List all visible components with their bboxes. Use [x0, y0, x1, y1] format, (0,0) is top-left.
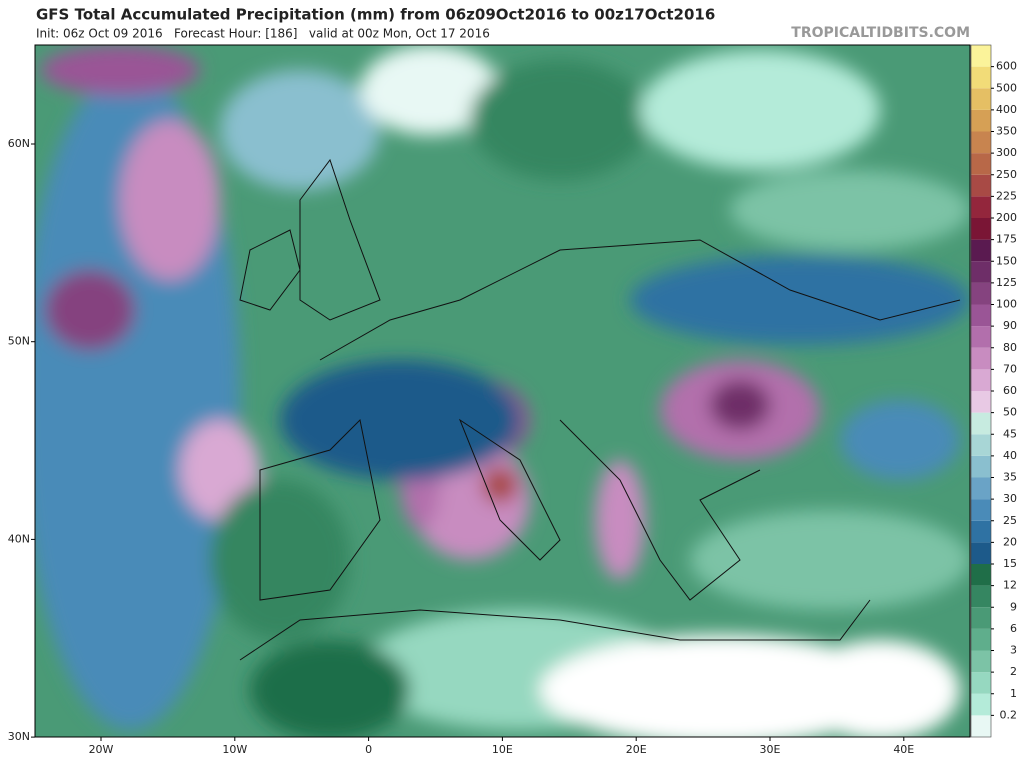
colorbar-label: 100 — [996, 298, 1017, 311]
colorbar-swatch — [971, 607, 991, 629]
colorbar-label: 0.2 — [1000, 708, 1018, 721]
colorbar-swatch — [971, 585, 991, 608]
colorbar-swatch — [971, 455, 991, 478]
colorbar-label: 200 — [996, 211, 1017, 224]
lat-label: 30N — [8, 730, 30, 743]
colorbar-label: 350 — [996, 125, 1017, 138]
colorbar-swatch — [971, 477, 991, 500]
subtitle: Init: 06z Oct 09 2016 Forecast Hour: [18… — [36, 27, 490, 41]
colorbar-label: 35 — [1003, 471, 1017, 484]
colorbar-label: 15 — [1003, 557, 1017, 570]
colorbar-swatch — [971, 391, 991, 413]
colorbar-label: 70 — [1003, 362, 1017, 375]
colorbar-label: 25 — [1003, 514, 1017, 527]
colorbar-swatch — [971, 347, 991, 370]
colorbar-swatch — [971, 153, 991, 175]
colorbar-swatch — [971, 88, 991, 110]
title: GFS Total Accumulated Precipitation (mm)… — [36, 6, 715, 24]
colorbar-label: 400 — [996, 103, 1017, 116]
colorbar-swatch — [971, 304, 991, 327]
colorbar-swatch — [971, 650, 991, 673]
colorbar-swatch — [971, 66, 991, 89]
lon-label: 40E — [893, 743, 914, 756]
colorbar: 0.21236912152025303540455060708090100125… — [970, 44, 1018, 738]
colorbar-label: 80 — [1003, 341, 1017, 354]
lat-label: 40N — [8, 532, 30, 545]
colorbar-label: 50 — [1003, 406, 1017, 419]
colorbar-label: 600 — [996, 60, 1017, 73]
lon-label: 20W — [89, 743, 114, 756]
colorbar-swatch — [971, 45, 991, 67]
colorbar-label: 1 — [1010, 687, 1017, 700]
colorbar-label: 90 — [1003, 319, 1017, 332]
colorbar-swatch — [971, 520, 991, 543]
colorbar-label: 20 — [1003, 535, 1017, 548]
lon-label: 20E — [626, 743, 647, 756]
colorbar-swatch — [971, 434, 991, 456]
colorbar-label: 45 — [1003, 427, 1017, 440]
colorbar-label: 6 — [1010, 622, 1017, 635]
colorbar-label: 60 — [1003, 384, 1017, 397]
colorbar-swatch — [971, 174, 991, 197]
colorbar-swatch — [971, 109, 991, 132]
colorbar-label: 175 — [996, 233, 1017, 246]
colorbar-swatch — [971, 218, 991, 240]
colorbar-swatch — [971, 282, 991, 305]
colorbar-swatch — [971, 239, 991, 262]
lon-label: 10W — [222, 743, 247, 756]
colorbar-label: 2 — [1010, 665, 1017, 678]
lon-axis: 20W 10W 0 10E 20E 30E 40E — [89, 737, 914, 756]
colorbar-swatch — [971, 412, 991, 435]
colorbar-label: 3 — [1010, 644, 1017, 657]
lon-label: 30E — [760, 743, 781, 756]
colorbar-swatch — [971, 131, 991, 154]
colorbar-swatch — [971, 715, 991, 737]
colorbar-swatch — [971, 326, 991, 348]
colorbar-label: 9 — [1010, 600, 1017, 613]
map — [35, 45, 970, 737]
colorbar-label: 40 — [1003, 449, 1017, 462]
colorbar-label: 500 — [996, 81, 1017, 94]
colorbar-label: 30 — [1003, 492, 1017, 505]
lon-label: 10E — [492, 743, 513, 756]
colorbar-swatch — [971, 542, 991, 564]
colorbar-swatch — [971, 261, 991, 283]
colorbar-swatch — [971, 499, 991, 521]
colorbar-label: 250 — [996, 168, 1017, 181]
colorbar-label: 300 — [996, 146, 1017, 159]
colorbar-label: 125 — [996, 276, 1017, 289]
lat-label: 60N — [8, 137, 30, 150]
lat-label: 50N — [8, 335, 30, 348]
colorbar-swatch — [971, 369, 991, 391]
colorbar-label: 12 — [1003, 579, 1017, 592]
colorbar-swatch — [971, 672, 991, 694]
colorbar-label: 225 — [996, 189, 1017, 202]
colorbar-swatch — [971, 196, 991, 218]
credit: TROPICALTIDBITS.COM — [791, 25, 970, 41]
colorbar-label: 150 — [996, 254, 1017, 267]
colorbar-swatch — [971, 564, 991, 586]
colorbar-swatch — [971, 628, 991, 651]
lat-axis: 60N 50N 40N 30N — [8, 137, 35, 743]
colorbar-swatch — [971, 693, 991, 716]
lon-label: 0 — [365, 743, 372, 756]
